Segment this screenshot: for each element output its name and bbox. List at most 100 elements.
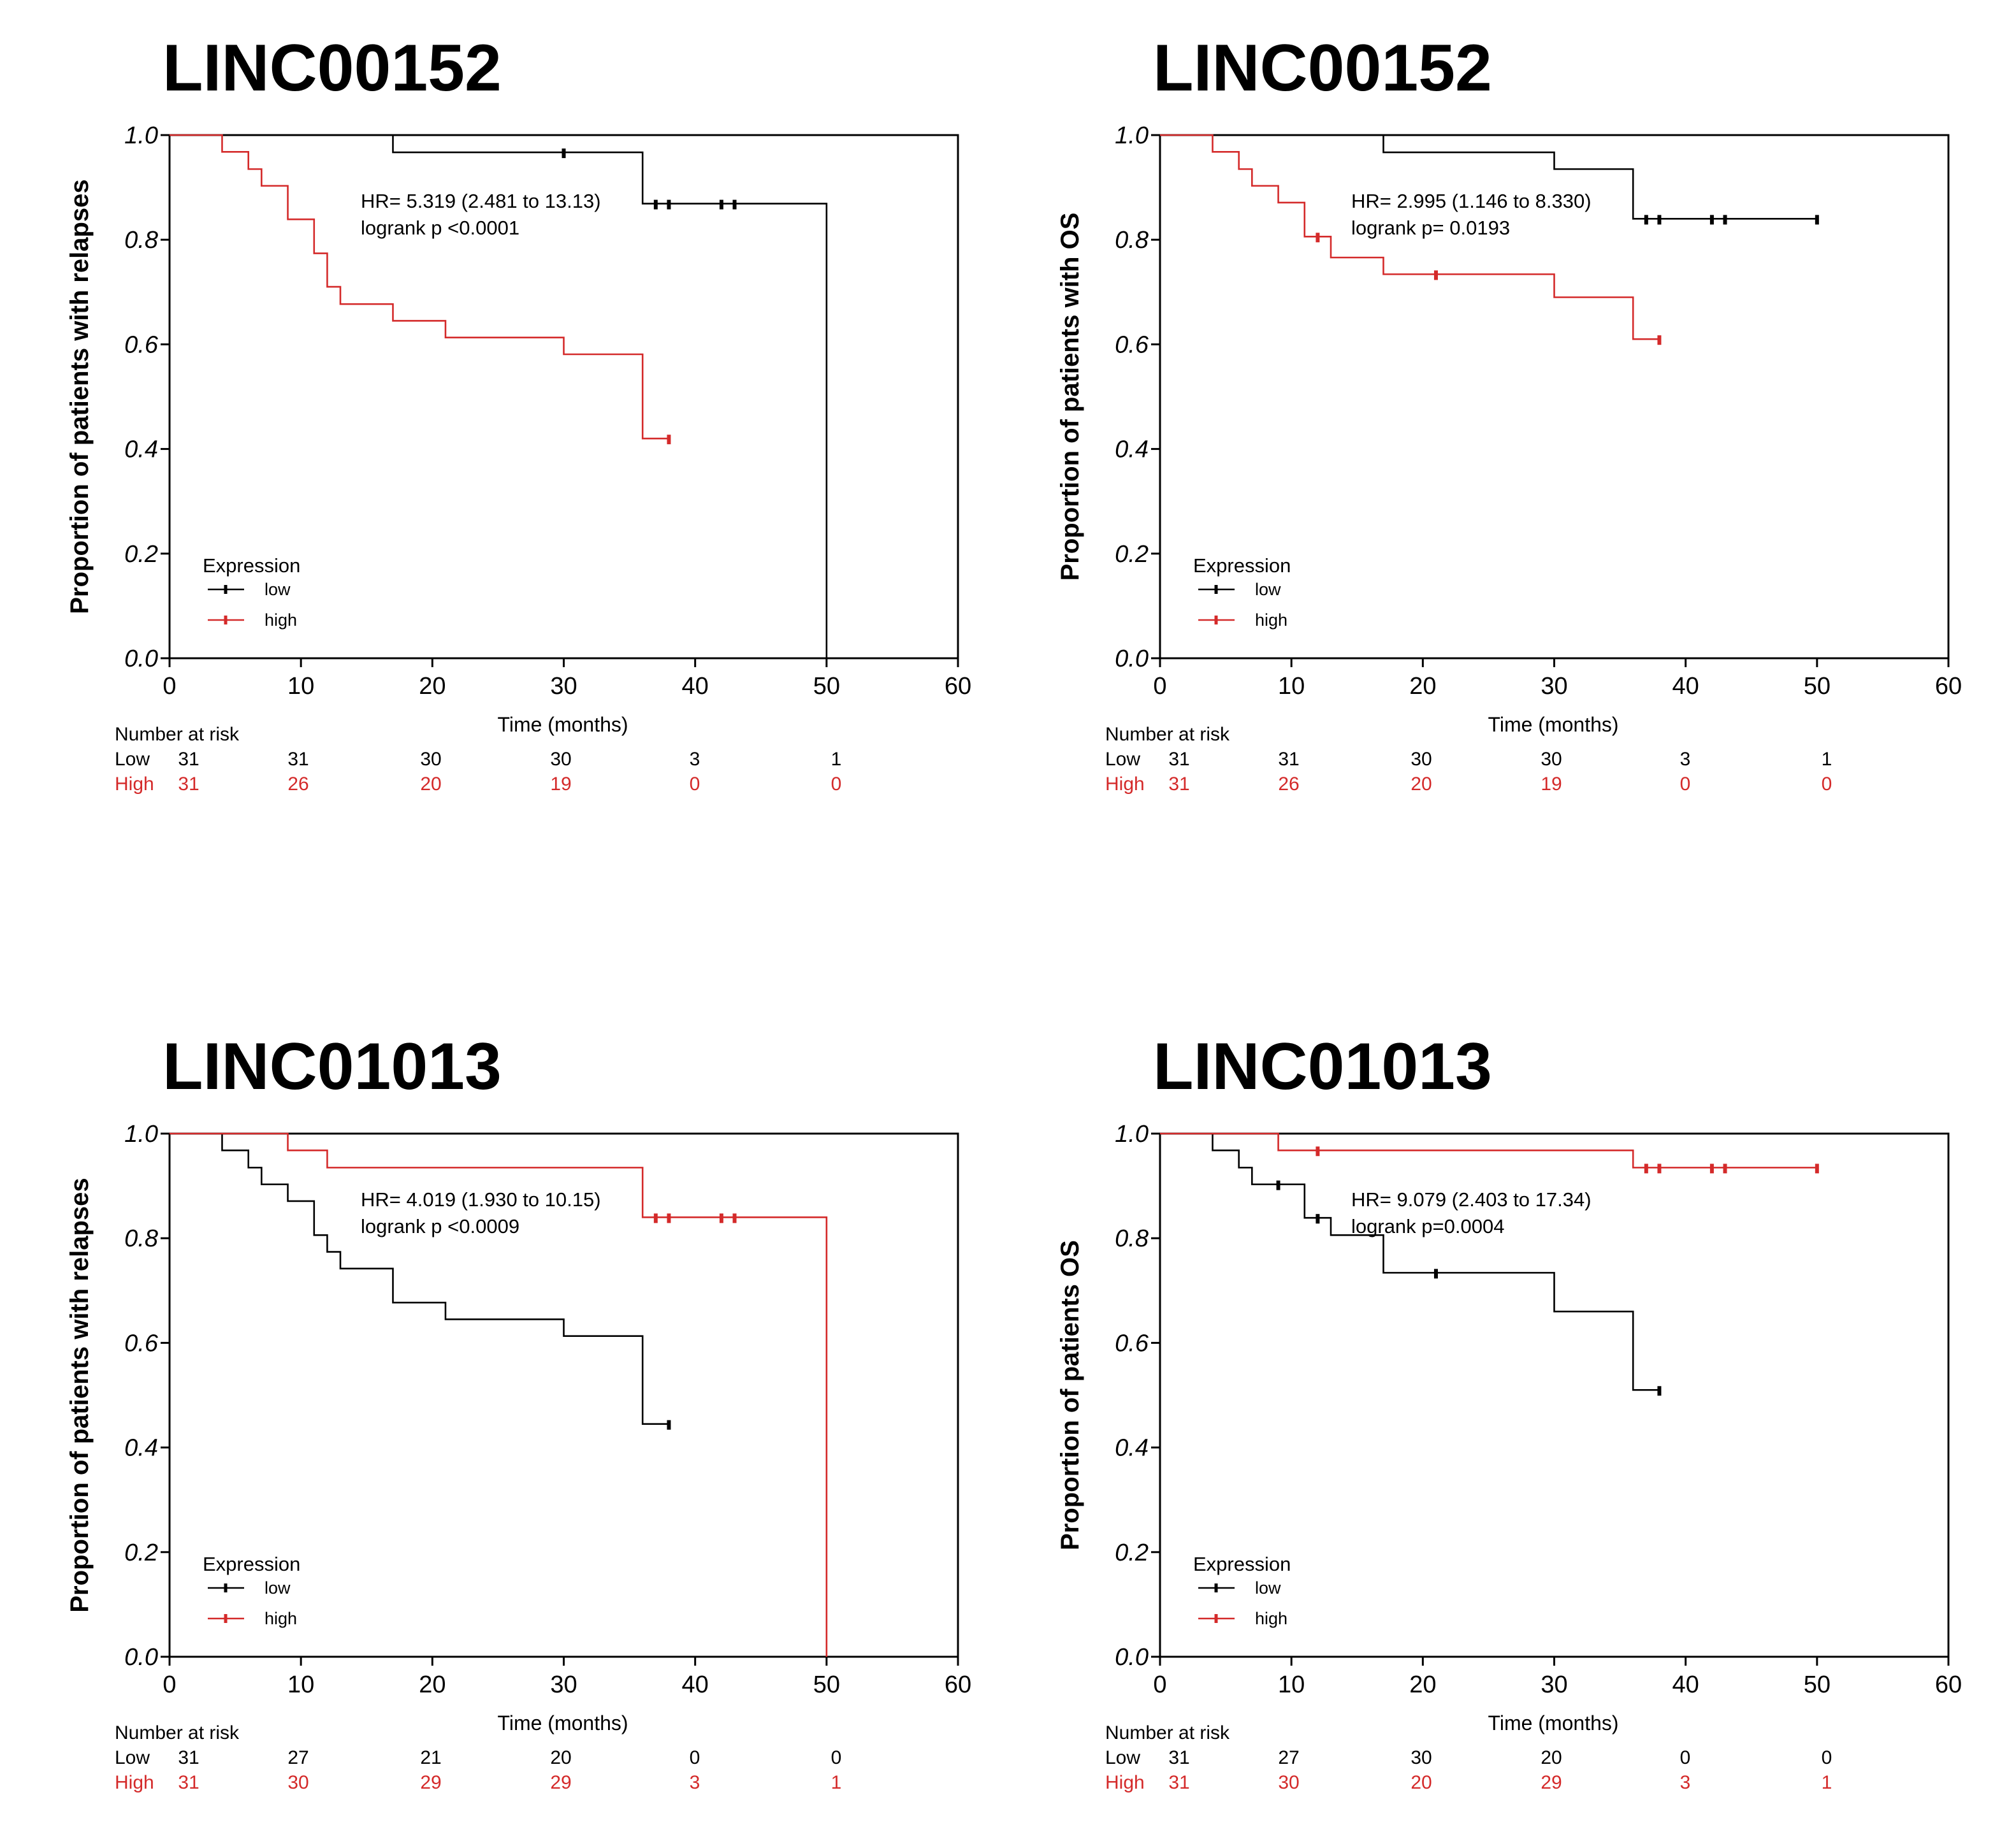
x-tick-label: 20: [419, 673, 446, 700]
risk-count: 31: [178, 749, 199, 770]
risk-count: 0: [1822, 1747, 1832, 1768]
risk-count: 20: [550, 1747, 571, 1768]
y-tick-label: 0.6: [124, 1330, 159, 1357]
x-axis-title: Time (months): [497, 713, 628, 736]
legend-title: Expression: [1193, 554, 1291, 577]
risk-row-label: High: [115, 774, 154, 795]
y-axis-title: Proportion of patients OS: [1056, 1240, 1084, 1550]
risk-count: 31: [178, 1747, 199, 1768]
x-tick-label: 50: [1804, 673, 1831, 700]
risk-count: 31: [1168, 1772, 1189, 1793]
y-axis-title: Proportion of patients with relapses: [66, 1178, 94, 1612]
risk-count: 26: [287, 774, 308, 795]
risk-count: 30: [287, 1772, 308, 1793]
km-curve-low: [170, 1132, 669, 1425]
risk-count: 3: [690, 749, 700, 770]
y-tick-label: 1.0: [124, 1121, 158, 1148]
risk-count: 19: [1541, 774, 1562, 795]
y-tick-label: 0.2: [1115, 541, 1149, 568]
x-tick-label: 40: [682, 673, 709, 700]
x-tick-label: 0: [163, 673, 176, 700]
risk-count: 31: [287, 749, 308, 770]
risk-count: 1: [1822, 1772, 1832, 1793]
risk-count: 26: [1278, 774, 1299, 795]
legend-label: low: [265, 1578, 291, 1597]
risk-row-label: Low: [1105, 1747, 1140, 1768]
risk-count: 30: [1410, 1747, 1432, 1768]
risk-count: 1: [831, 1772, 842, 1793]
risk-count: 31: [1168, 1747, 1189, 1768]
risk-row-label: High: [1105, 774, 1145, 795]
x-tick-label: 30: [1541, 673, 1567, 700]
x-tick-label: 60: [1935, 673, 1962, 700]
x-tick-label: 10: [1278, 673, 1305, 700]
y-tick-label: 0.0: [1115, 645, 1149, 672]
risk-count: 31: [178, 1772, 199, 1793]
y-tick-label: 0.2: [124, 541, 158, 568]
panel-title: LINC00152: [163, 31, 502, 105]
risk-count: 27: [1278, 1747, 1299, 1768]
risk-count: 29: [420, 1772, 441, 1793]
panel-title: LINC00152: [1153, 31, 1492, 105]
km-curve-high: [1160, 134, 1660, 340]
km-curve-low: [170, 134, 828, 658]
annotation-line: HR= 4.019 (1.930 to 10.15): [361, 1188, 601, 1211]
x-tick-label: 40: [682, 1671, 709, 1698]
risk-count: 20: [1410, 774, 1432, 795]
x-tick-label: 10: [287, 1671, 314, 1698]
risk-count: 1: [831, 749, 842, 770]
y-tick-label: 0.6: [1115, 1330, 1149, 1357]
y-tick-label: 0.2: [124, 1540, 158, 1566]
km-curve-high: [170, 134, 669, 440]
legend-label: low: [265, 580, 291, 599]
risk-count: 31: [1278, 749, 1299, 770]
km-panel: LINC00152 Proportion of patients with rel…: [66, 31, 971, 795]
risk-table-heading: Number at risk: [115, 1722, 240, 1743]
x-tick-label: 30: [550, 1671, 577, 1698]
risk-count: 27: [287, 1747, 308, 1768]
x-tick-label: 20: [1409, 1671, 1436, 1698]
annotation-line: logrank p <0.0009: [361, 1215, 519, 1237]
y-tick-label: 0.8: [1115, 1225, 1149, 1252]
y-tick-label: 0.4: [124, 1435, 158, 1462]
risk-count: 0: [690, 774, 700, 795]
risk-count: 0: [690, 1747, 700, 1768]
legend-title: Expression: [1193, 1553, 1291, 1575]
risk-count: 0: [1680, 774, 1691, 795]
legend-label: high: [1255, 1609, 1287, 1628]
risk-table-heading: Number at risk: [1105, 1722, 1230, 1743]
y-tick-label: 0.6: [1115, 331, 1149, 358]
risk-count: 0: [831, 774, 842, 795]
risk-row-label: High: [115, 1772, 154, 1793]
risk-count: 20: [1541, 1747, 1562, 1768]
risk-count: 0: [831, 1747, 842, 1768]
annotation-line: HR= 9.079 (2.403 to 17.34): [1351, 1188, 1592, 1211]
y-tick-label: 0.4: [1115, 1435, 1149, 1462]
y-tick-label: 0.4: [1115, 436, 1149, 463]
x-tick-label: 60: [1935, 1671, 1962, 1698]
y-tick-label: 1.0: [1115, 1121, 1149, 1148]
risk-count: 3: [1680, 749, 1691, 770]
legend-label: low: [1255, 580, 1281, 599]
legend-label: low: [1255, 1578, 1281, 1597]
y-tick-label: 0.0: [1115, 1644, 1149, 1671]
x-axis-title: Time (months): [1488, 1712, 1618, 1734]
x-tick-label: 60: [945, 1671, 971, 1698]
x-tick-label: 40: [1672, 673, 1699, 700]
x-tick-label: 50: [813, 673, 840, 700]
x-tick-label: 60: [945, 673, 971, 700]
risk-count: 19: [550, 774, 571, 795]
risk-table-heading: Number at risk: [115, 724, 240, 745]
x-tick-label: 0: [1153, 673, 1166, 700]
y-tick-label: 0.2: [1115, 1540, 1149, 1566]
y-tick-label: 0.4: [124, 436, 158, 463]
x-tick-label: 50: [1804, 1671, 1831, 1698]
km-panel: LINC00152 Proportion of patients with OS 0…: [1056, 31, 1962, 795]
risk-count: 31: [1168, 749, 1189, 770]
x-axis-title: Time (months): [1488, 713, 1618, 736]
legend-label: high: [265, 610, 297, 630]
risk-count: 21: [420, 1747, 441, 1768]
x-tick-label: 20: [419, 1671, 446, 1698]
risk-count: 20: [1410, 1772, 1432, 1793]
risk-count: 1: [1822, 749, 1832, 770]
